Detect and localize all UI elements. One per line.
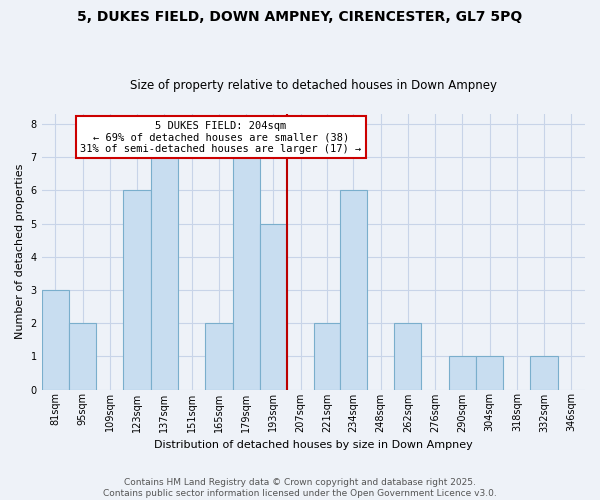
Bar — [233, 157, 260, 390]
Text: 5, DUKES FIELD, DOWN AMPNEY, CIRENCESTER, GL7 5PQ: 5, DUKES FIELD, DOWN AMPNEY, CIRENCESTER… — [77, 10, 523, 24]
Bar — [69, 323, 96, 390]
Text: 5 DUKES FIELD: 204sqm
← 69% of detached houses are smaller (38)
31% of semi-deta: 5 DUKES FIELD: 204sqm ← 69% of detached … — [80, 120, 361, 154]
Bar — [476, 356, 503, 390]
Bar — [394, 323, 421, 390]
Bar — [340, 190, 367, 390]
Text: Contains HM Land Registry data © Crown copyright and database right 2025.
Contai: Contains HM Land Registry data © Crown c… — [103, 478, 497, 498]
Bar — [260, 224, 287, 390]
Y-axis label: Number of detached properties: Number of detached properties — [15, 164, 25, 340]
Bar — [205, 323, 233, 390]
Bar — [530, 356, 558, 390]
Bar — [449, 356, 476, 390]
Bar — [151, 157, 178, 390]
Title: Size of property relative to detached houses in Down Ampney: Size of property relative to detached ho… — [130, 79, 497, 92]
Bar — [314, 323, 340, 390]
X-axis label: Distribution of detached houses by size in Down Ampney: Distribution of detached houses by size … — [154, 440, 473, 450]
Bar — [124, 190, 151, 390]
Bar — [41, 290, 69, 390]
